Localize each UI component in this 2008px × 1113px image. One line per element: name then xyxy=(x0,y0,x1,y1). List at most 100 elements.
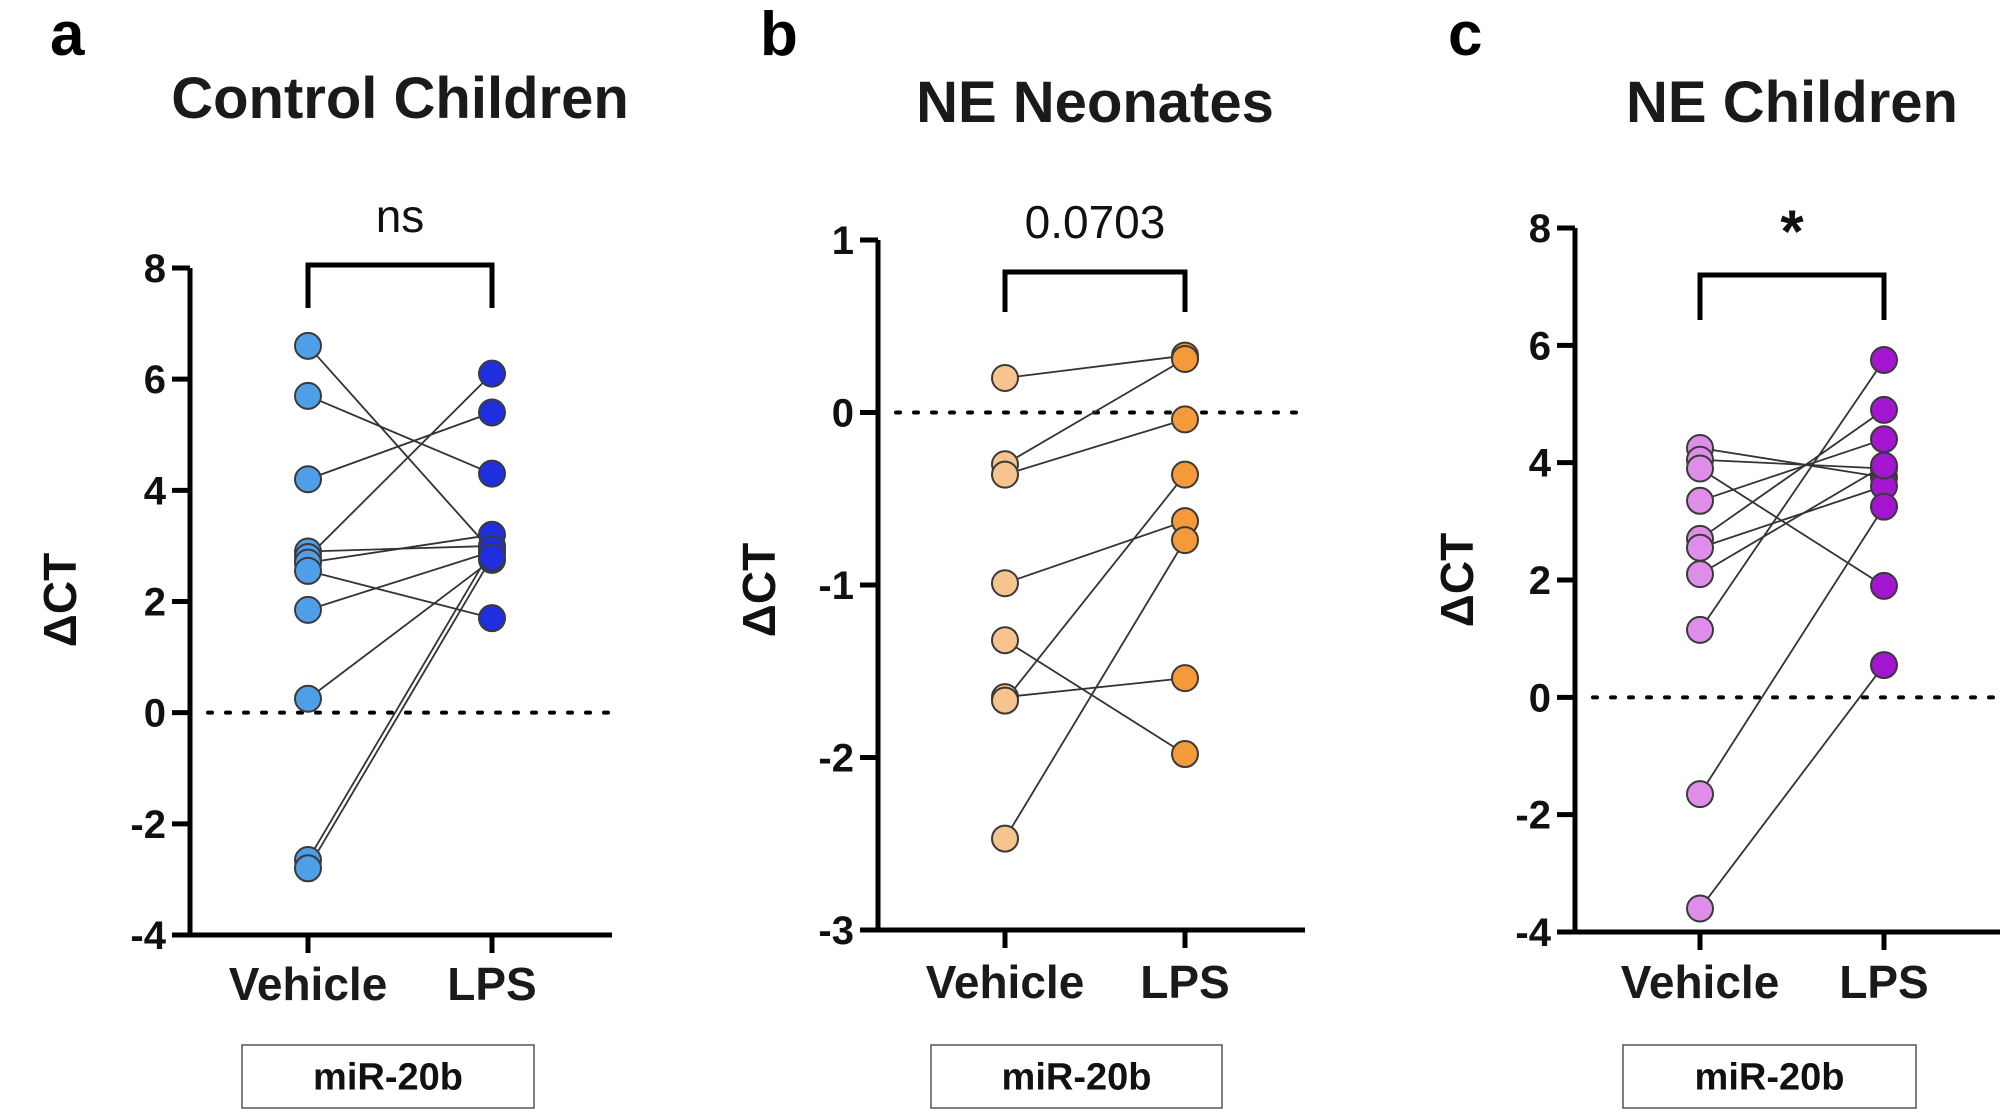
significance-bracket xyxy=(1002,269,1188,312)
pair-line xyxy=(1699,359,1885,631)
lps-point xyxy=(478,398,506,427)
lps-point xyxy=(1870,395,1898,424)
pair-line xyxy=(1004,639,1186,755)
pair-line xyxy=(1699,506,1885,795)
y-tick-label: -4 xyxy=(1515,911,1551,955)
significance-label: ns xyxy=(376,190,425,242)
vehicle-point xyxy=(991,824,1019,853)
pair-line xyxy=(1699,664,1885,910)
y-tick-label: 8 xyxy=(1529,207,1551,251)
pair-line xyxy=(1004,418,1186,476)
pair-line xyxy=(307,395,493,475)
vehicle-point xyxy=(1686,894,1714,923)
mirna-label: miR-20b xyxy=(1695,1057,1845,1099)
vehicle-point xyxy=(294,854,322,883)
panel-b: b NE Neonates -3 -2 -1 0 1 Vehicle LPS ΔCT 0.0703 m… xyxy=(733,0,1307,1109)
y-tick-label: 0 xyxy=(1529,676,1551,720)
y-tick-label: -2 xyxy=(818,737,854,781)
vehicle-point xyxy=(1686,486,1714,515)
y-tick-label: -1 xyxy=(818,564,854,608)
y-tick-label: 8 xyxy=(144,247,166,291)
lps-point xyxy=(1171,740,1199,769)
panel-c: c NE Children -4 -2 0 2 4 6 8 Vehicle LPS ΔCT * miR-2… xyxy=(1431,0,2002,1109)
pair-line xyxy=(307,550,493,611)
y-tick-label: 4 xyxy=(1529,442,1552,486)
vehicle-point xyxy=(991,686,1019,715)
lps-point xyxy=(1171,664,1199,693)
mirna-label: miR-20b xyxy=(1002,1057,1152,1099)
vehicle-point xyxy=(294,684,322,713)
y-tick-label: 2 xyxy=(144,581,166,625)
lps-point xyxy=(1870,346,1898,374)
y-tick-label: 1 xyxy=(832,219,854,263)
vehicle-point xyxy=(294,465,322,494)
pair-line xyxy=(307,345,493,553)
pair-line xyxy=(1699,467,1885,587)
vehicle-point xyxy=(1686,780,1714,809)
y-axis-title: ΔCT xyxy=(733,543,785,637)
vehicle-point xyxy=(294,381,322,410)
lps-point xyxy=(1870,651,1898,680)
pair-line xyxy=(1699,409,1885,540)
vehicle-point xyxy=(991,569,1019,598)
vehicle-point xyxy=(991,364,1019,392)
panel-letter: b xyxy=(760,0,798,69)
pair-line xyxy=(1004,520,1186,585)
lps-point xyxy=(1870,425,1898,454)
mirna-label-box xyxy=(1622,1044,1917,1109)
pair-line xyxy=(1004,539,1186,840)
vehicle-point xyxy=(1686,615,1714,644)
pair-line xyxy=(1699,447,1885,479)
vehicle-point xyxy=(991,460,1019,489)
y-tick-label: 4 xyxy=(144,469,167,513)
mirna-label-box xyxy=(930,1044,1223,1109)
lps-point xyxy=(478,543,506,572)
vehicle-point xyxy=(294,331,322,360)
pair-line xyxy=(307,533,493,564)
x-category-label: LPS xyxy=(1839,956,1928,1008)
pair-line xyxy=(1004,358,1186,466)
lps-point xyxy=(478,459,506,488)
panel-a: a Control Children -4 -2 0 2 4 6 8 Vehicle LPS ΔCT n… xyxy=(34,0,629,1109)
panel-title: Control Children xyxy=(171,66,629,131)
vehicle-point xyxy=(991,626,1019,655)
x-category-label: Vehicle xyxy=(926,956,1085,1008)
pair-line xyxy=(307,556,493,869)
lps-point xyxy=(1870,451,1898,480)
pair-line xyxy=(1004,354,1186,379)
mirna-label-box xyxy=(241,1044,535,1109)
lps-point xyxy=(1870,571,1898,600)
y-tick-label: 6 xyxy=(144,358,166,402)
pair-line xyxy=(307,372,493,558)
significance-label: 0.0703 xyxy=(1025,196,1166,248)
pair-line xyxy=(307,548,493,861)
significance-bracket xyxy=(305,262,495,308)
y-tick-label: -2 xyxy=(130,803,166,847)
vehicle-point xyxy=(1686,560,1714,589)
lps-point xyxy=(1171,345,1199,374)
lps-point xyxy=(1171,405,1199,434)
y-tick-label: -3 xyxy=(818,909,854,953)
panel-letter: c xyxy=(1448,0,1482,69)
lps-point xyxy=(1870,492,1898,521)
pair-line xyxy=(1004,474,1186,702)
panel-title: NE Children xyxy=(1626,70,1958,135)
lps-point xyxy=(1171,460,1199,489)
lps-point xyxy=(478,359,506,388)
panel-title: NE Neonates xyxy=(916,70,1274,135)
y-tick-label: 0 xyxy=(832,392,854,436)
x-category-label: LPS xyxy=(1140,956,1229,1008)
vehicle-point xyxy=(1686,454,1714,483)
pair-line xyxy=(307,559,493,700)
y-tick-label: 2 xyxy=(1529,559,1551,603)
y-tick-label: 6 xyxy=(1529,324,1551,368)
significance-bracket xyxy=(1697,272,1887,320)
vehicle-point xyxy=(294,556,322,585)
y-tick-label: -4 xyxy=(130,914,166,958)
y-axis-title: ΔCT xyxy=(34,553,86,647)
lps-point xyxy=(478,604,506,633)
y-tick-label: 0 xyxy=(144,692,166,736)
lps-point xyxy=(1171,526,1199,555)
y-axis-title: ΔCT xyxy=(1431,533,1483,627)
